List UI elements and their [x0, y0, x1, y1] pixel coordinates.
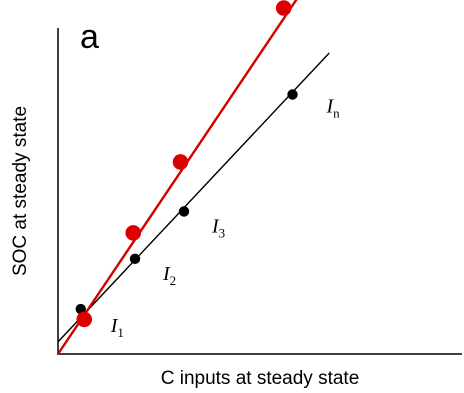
point-label-1: I1 [110, 315, 124, 340]
point-label-n: In [326, 96, 341, 121]
series-2-point-2 [125, 225, 142, 241]
series-1-line [57, 52, 330, 343]
series-2-line [57, 0, 298, 355]
series-1-point-4 [287, 89, 298, 100]
series-1-point-2 [129, 253, 141, 265]
series-1-point-3 [178, 206, 190, 217]
series-2-point-4 [275, 0, 292, 16]
point-label-2: I2 [162, 263, 176, 288]
point-label-3: I3 [211, 215, 225, 240]
y-axis-title: SOC at steady state [10, 106, 31, 276]
panel-label: a [80, 18, 99, 56]
series-2-point-1 [76, 311, 93, 328]
series-2-point-3 [172, 154, 189, 170]
series-1-point-1 [75, 303, 86, 315]
plot-area: I1 I2 I3 In [57, 0, 341, 355]
x-axis-title: C inputs at steady state [161, 368, 360, 389]
